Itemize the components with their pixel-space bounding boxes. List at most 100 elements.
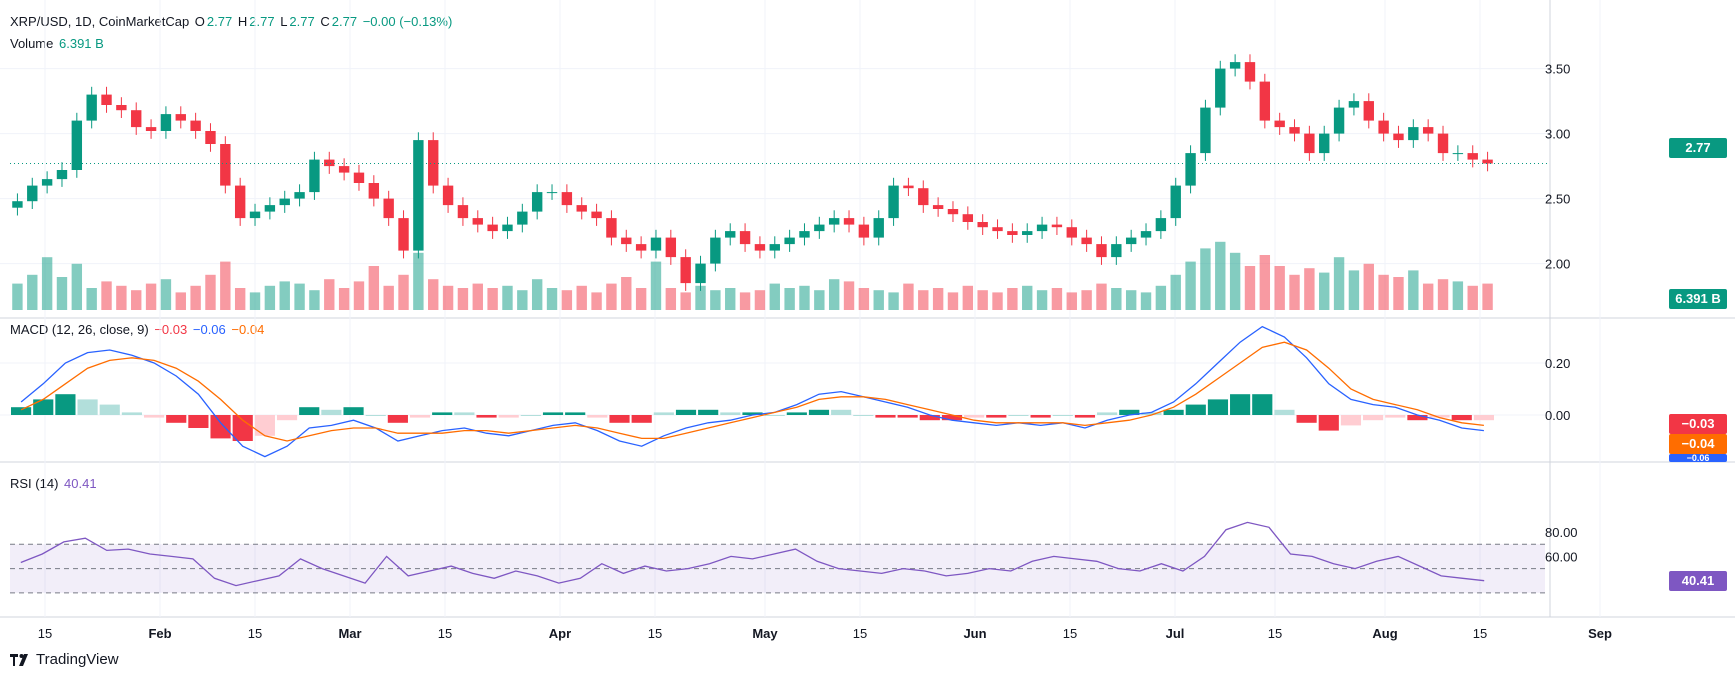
volume-bar xyxy=(1022,285,1033,310)
candle-body xyxy=(279,198,290,206)
candle-body xyxy=(843,218,855,225)
candle-body xyxy=(353,172,365,183)
x-tick-label: Apr xyxy=(549,626,571,641)
volume-bar xyxy=(1185,261,1196,310)
macd-histogram-bar xyxy=(897,415,918,418)
volume-bar xyxy=(1467,285,1478,310)
candle-body xyxy=(1408,127,1419,141)
volume-bar xyxy=(472,283,483,310)
volume-bar xyxy=(309,290,320,310)
x-tick-label: May xyxy=(752,626,778,641)
volume-bar xyxy=(828,279,840,310)
volume-bar xyxy=(131,290,142,310)
x-tick-label: Feb xyxy=(148,626,171,641)
volume-bar xyxy=(665,288,677,310)
x-tick-label: 15 xyxy=(1063,626,1077,641)
volume-bar xyxy=(932,288,944,310)
volume-label: Volume xyxy=(10,36,54,51)
macd-signal-tag: −0.04 xyxy=(1669,434,1727,454)
macd-histogram-bar xyxy=(1318,415,1339,431)
candle-body xyxy=(71,120,83,170)
last-price-tag: 2.77 xyxy=(1669,138,1727,158)
candle-body xyxy=(1170,185,1181,219)
candle-body xyxy=(309,159,320,193)
volume-bar xyxy=(1200,248,1211,310)
macd-histogram-bar xyxy=(653,412,674,415)
candle-body xyxy=(591,211,602,219)
candle-body xyxy=(1259,81,1271,121)
macd-histogram-bar xyxy=(1207,399,1229,415)
candle-body xyxy=(1333,107,1345,134)
volume-bar xyxy=(1274,266,1285,310)
volume-bar xyxy=(442,285,454,310)
x-tick-label: Jun xyxy=(963,626,986,641)
volume-bar xyxy=(784,288,795,310)
candle-body xyxy=(383,198,394,219)
volume-bar xyxy=(1482,283,1493,310)
volume-bar xyxy=(220,261,231,310)
macd-histogram-bar xyxy=(742,412,763,415)
volume-bar xyxy=(71,263,83,310)
macd-histogram-bar xyxy=(587,415,608,418)
volume-bar xyxy=(903,283,914,310)
candle-body xyxy=(1467,153,1478,160)
x-tick-label: 15 xyxy=(38,626,52,641)
macd-histogram-bar xyxy=(1274,409,1295,415)
volume-bar xyxy=(487,288,498,310)
macd-histogram-bar xyxy=(1230,394,1251,415)
volume-bar xyxy=(1066,292,1077,310)
macd-histogram-bar xyxy=(808,409,830,415)
volume-bar xyxy=(294,283,305,310)
volume-bar xyxy=(1229,252,1241,310)
high-label: H xyxy=(237,14,248,29)
volume-bar xyxy=(725,288,736,310)
macd-histogram-bar xyxy=(11,407,32,415)
candle-body xyxy=(502,224,513,232)
macd-histogram-bar xyxy=(343,407,364,415)
volume-bar xyxy=(428,279,439,310)
candle-body xyxy=(1155,218,1167,232)
macd-histogram-bar xyxy=(432,412,453,415)
volume-bar xyxy=(591,292,602,310)
macd-histogram-bar xyxy=(299,407,320,415)
candle-body xyxy=(665,237,677,258)
candle-body xyxy=(1200,107,1211,154)
candle-body xyxy=(472,218,483,225)
volume-bar xyxy=(175,292,186,310)
candle-body xyxy=(41,179,53,186)
macd-histogram-bar xyxy=(919,415,940,421)
candle-body xyxy=(116,105,127,111)
volume-bar xyxy=(695,285,706,310)
volume-bar xyxy=(1422,283,1434,310)
candle-body xyxy=(546,192,558,194)
volume-bar xyxy=(324,279,335,310)
volume-bar xyxy=(814,290,825,310)
volume-bar xyxy=(457,288,469,310)
candle-body xyxy=(858,224,870,238)
candle-body xyxy=(576,205,587,212)
volume-bar xyxy=(338,288,350,310)
candle-body xyxy=(606,218,617,238)
candle-body xyxy=(695,263,706,284)
macd-histogram-bar xyxy=(1429,415,1450,418)
volume-bar xyxy=(353,281,365,310)
volume-bar xyxy=(1452,281,1464,310)
candle-body xyxy=(739,231,751,245)
candle-body xyxy=(799,231,810,238)
x-tick-label: 15 xyxy=(438,626,452,641)
volume-bar xyxy=(1215,241,1226,310)
open-label: O xyxy=(194,14,205,29)
candle-body xyxy=(160,114,172,131)
macd-histogram-bar xyxy=(1473,415,1494,421)
volume-bar xyxy=(546,288,558,310)
volume-bar xyxy=(843,281,855,310)
macd-histogram-bar xyxy=(454,412,475,415)
candle-body xyxy=(86,94,97,121)
rsi-tick-label: 60.00 xyxy=(1545,549,1578,564)
volume-bar xyxy=(1304,268,1315,310)
candle-body xyxy=(1051,224,1063,228)
price-legend: XRP/USD, 1D, CoinMarketCap O 2.77 H 2.77 L… xyxy=(10,14,454,29)
macd-histogram-bar xyxy=(210,415,231,439)
candle-body xyxy=(888,185,899,219)
